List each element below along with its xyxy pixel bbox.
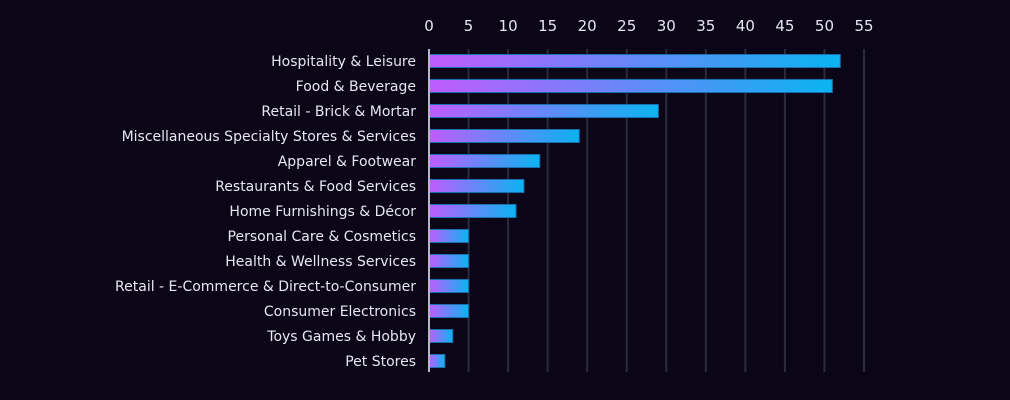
bars: [428, 54, 841, 368]
category-label: Hospitality & Leisure: [271, 54, 416, 70]
category-label: Pet Stores: [345, 354, 416, 370]
bar: [428, 329, 454, 343]
x-tick-label: 0: [424, 17, 434, 35]
category-label: Consumer Electronics: [264, 304, 416, 320]
x-tick-label: 40: [736, 17, 755, 35]
x-axis-ticks: 0 5 10 15 20 25 30 35 40 45 50 55: [424, 17, 873, 35]
x-tick-label: 35: [696, 17, 715, 35]
bar: [428, 79, 833, 93]
category-label: Miscellaneous Specialty Stores & Service…: [122, 129, 416, 145]
bar: [428, 229, 470, 243]
category-labels: Hospitality & Leisure Food & Beverage Reta…: [115, 54, 416, 370]
x-tick-label: 20: [578, 17, 597, 35]
bar: [428, 279, 470, 293]
gridlines: [467, 49, 865, 372]
x-tick-label: 45: [775, 17, 794, 35]
bar: [428, 254, 470, 268]
category-label: Retail - Brick & Mortar: [261, 104, 416, 120]
category-label: Restaurants & Food Services: [215, 179, 416, 195]
bar: [428, 354, 446, 368]
bar: [428, 304, 470, 318]
bar: [428, 204, 517, 218]
category-label: Apparel & Footwear: [278, 154, 417, 170]
category-label: Retail - E-Commerce & Direct-to-Consumer: [115, 279, 416, 295]
category-label: Personal Care & Cosmetics: [228, 229, 416, 245]
x-tick-label: 30: [657, 17, 676, 35]
x-tick-label: 5: [464, 17, 474, 35]
x-tick-label: 55: [854, 17, 873, 35]
category-label: Home Furnishings & Décor: [229, 204, 416, 220]
x-tick-label: 10: [499, 17, 518, 35]
bar: [428, 129, 580, 143]
x-tick-label: 15: [538, 17, 557, 35]
category-label: Toys Games & Hobby: [266, 329, 416, 345]
x-tick-label: 50: [815, 17, 834, 35]
bar: [428, 179, 525, 193]
bar: [428, 104, 659, 118]
bar: [428, 154, 541, 168]
category-label: Food & Beverage: [296, 79, 416, 95]
x-tick-label: 25: [617, 17, 636, 35]
bar: [428, 54, 841, 68]
category-label: Health & Wellness Services: [225, 254, 416, 270]
